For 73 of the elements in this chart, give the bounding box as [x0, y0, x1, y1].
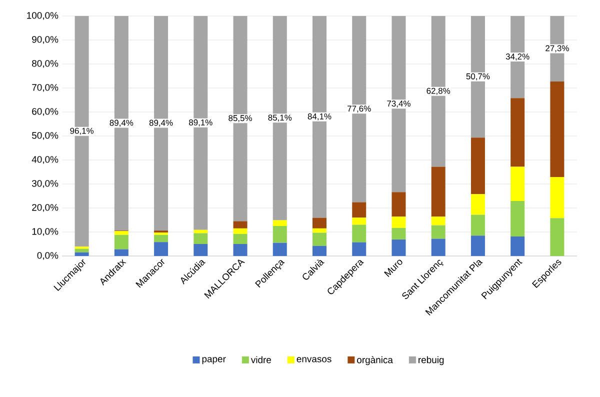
bar	[312, 218, 327, 228]
bar	[352, 224, 366, 242]
y-tick-label: 50,0%	[32, 132, 58, 140]
bar	[550, 82, 564, 178]
bar	[431, 225, 446, 239]
bar	[114, 231, 128, 235]
bar	[392, 192, 406, 217]
legend-label: paper	[202, 357, 226, 364]
data-label: 50,7%	[466, 73, 490, 80]
bar	[550, 218, 564, 256]
data-label: 89,4%	[110, 120, 134, 127]
data-label: 62,8%	[426, 88, 450, 95]
y-tick-label: 0,0%	[37, 252, 58, 260]
bar	[154, 232, 168, 235]
bar	[74, 248, 89, 252]
data-label: 85,5%	[228, 115, 252, 122]
bar	[550, 177, 564, 218]
bar	[392, 228, 406, 240]
bar	[392, 239, 406, 256]
data-label: 96,1%	[70, 128, 94, 135]
data-label: 73,4%	[387, 100, 410, 108]
data-label: 85,1%	[268, 114, 292, 122]
bar	[233, 234, 248, 244]
y-tick-label: 70,0%	[32, 84, 58, 92]
data-label: 27,3%	[546, 45, 569, 52]
legend-label: orgànica	[357, 356, 393, 366]
bar	[352, 242, 366, 256]
data-label: 77,6%	[348, 106, 371, 113]
bar	[510, 201, 525, 237]
bar	[312, 246, 327, 256]
y-tick-label: 30,0%	[32, 180, 58, 188]
bar	[233, 228, 248, 234]
bar	[154, 234, 168, 242]
bar	[312, 228, 327, 233]
y-tick-label: 40,0%	[32, 156, 58, 164]
y-tick-label: 20,0%	[32, 204, 58, 212]
bar	[272, 226, 287, 243]
legend-label: vidre	[250, 356, 272, 364]
bar	[233, 221, 248, 228]
bar	[470, 138, 485, 194]
bar	[114, 234, 128, 250]
legend-label: rebuig	[418, 356, 444, 366]
bar	[114, 249, 128, 256]
bar	[352, 218, 366, 225]
y-tick-label: 100,0%	[27, 12, 58, 20]
data-label: 84,1%	[308, 113, 332, 120]
y-tick-label: 90,0%	[32, 36, 58, 44]
bar	[510, 236, 525, 256]
bar	[74, 252, 89, 256]
bar	[272, 242, 287, 256]
bar	[510, 98, 525, 167]
bar	[194, 244, 208, 256]
bar	[312, 232, 327, 246]
data-label: 34,2%	[506, 54, 530, 61]
bar	[392, 216, 406, 228]
y-tick-label: 80,0%	[32, 60, 58, 68]
legend-label: envasos	[296, 357, 332, 362]
bar	[272, 220, 287, 226]
bar	[470, 214, 485, 236]
y-tick-label: 10,0%	[32, 228, 58, 236]
bar	[194, 233, 208, 244]
bar	[470, 236, 485, 256]
bar	[431, 238, 446, 256]
data-label: 89,1%	[189, 119, 212, 126]
bar	[233, 244, 248, 256]
bar	[431, 216, 446, 226]
bar	[510, 166, 525, 202]
bar	[431, 166, 446, 217]
bar	[470, 194, 485, 215]
y-tick-label: 60,0%	[32, 108, 58, 116]
bar	[352, 202, 366, 218]
data-label: 89,4%	[149, 120, 173, 127]
bar	[154, 242, 168, 256]
